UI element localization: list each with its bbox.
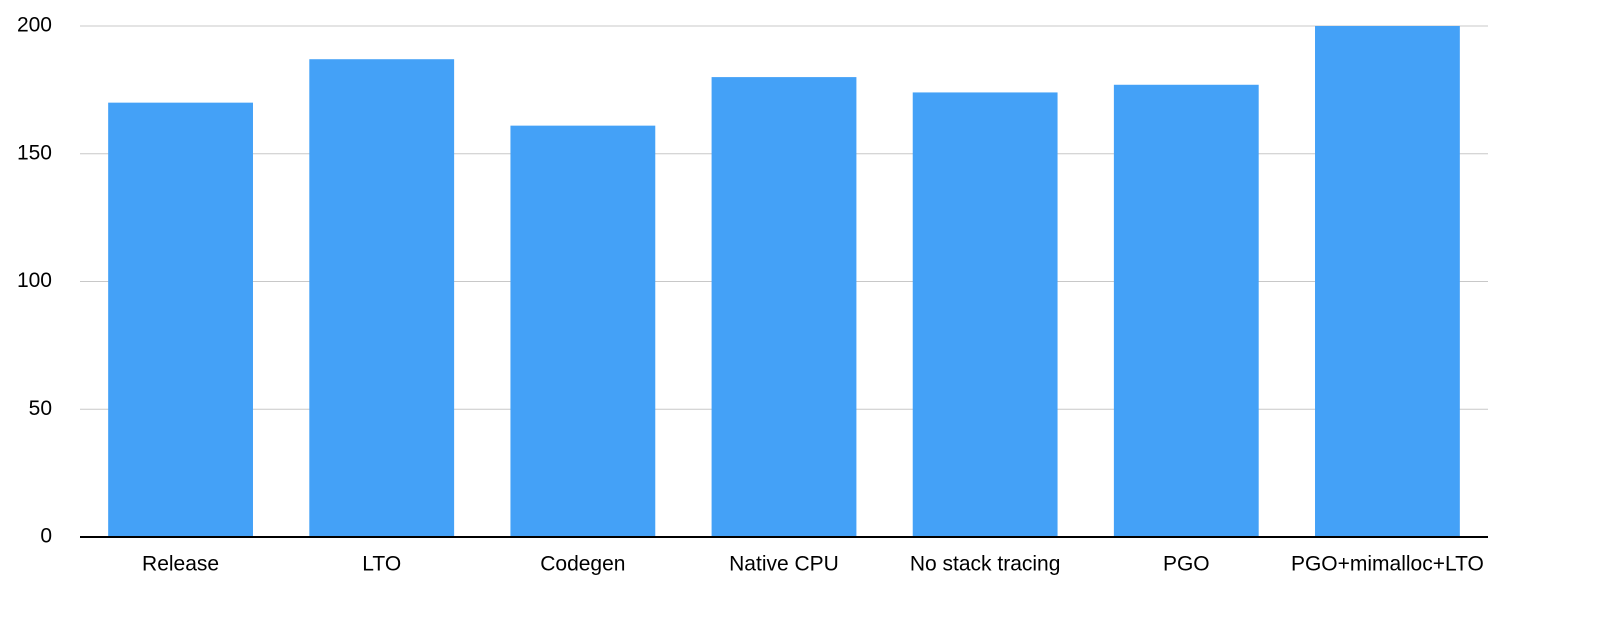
- bar: [711, 77, 857, 537]
- x-tick-label: Release: [142, 553, 219, 576]
- x-tick-label: Codegen: [540, 553, 625, 576]
- y-tick-label: 50: [29, 397, 52, 420]
- y-tick-label: 0: [40, 525, 52, 548]
- bar: [1315, 26, 1460, 537]
- y-tick-label: 100: [17, 269, 52, 292]
- bar: [108, 102, 253, 538]
- y-tick-label: 150: [17, 141, 52, 164]
- x-tick-label: PGO: [1163, 553, 1210, 576]
- x-tick-label: PGO+mimalloc+LTO: [1291, 553, 1484, 576]
- bar: [309, 59, 455, 538]
- x-tick-label: No stack tracing: [910, 553, 1061, 576]
- bar: [912, 92, 1058, 538]
- y-tick-label: 200: [17, 14, 52, 37]
- x-tick-label: LTO: [362, 553, 401, 576]
- bar: [510, 125, 656, 538]
- x-tick-label: Native CPU: [729, 553, 839, 576]
- bar: [1113, 84, 1259, 537]
